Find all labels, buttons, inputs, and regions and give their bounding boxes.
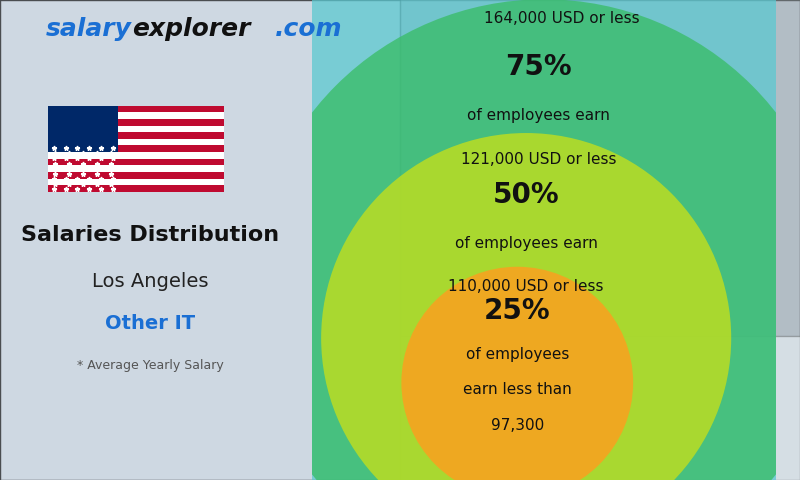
Text: Los Angeles: Los Angeles [92,272,209,291]
Text: 25%: 25% [484,297,550,325]
Bar [48,106,224,112]
Text: earn less than: earn less than [463,382,572,397]
Circle shape [321,133,731,480]
Circle shape [178,0,800,480]
Bar [48,179,224,185]
Bar [48,152,224,159]
Text: 75%: 75% [506,53,572,81]
Bar [48,132,224,139]
Bar [48,185,224,192]
Text: of employees earn: of employees earn [467,108,610,123]
Text: 50%: 50% [493,181,559,209]
Bar [48,145,224,152]
Text: 164,000 USD or less: 164,000 USD or less [484,12,640,26]
Bar [48,166,224,172]
FancyBboxPatch shape [0,0,400,480]
Bar [48,119,224,126]
Text: * Average Yearly Salary: * Average Yearly Salary [77,360,224,372]
Bar [48,126,224,132]
Bar [48,159,224,166]
FancyBboxPatch shape [400,0,800,336]
Circle shape [250,0,800,480]
Text: explorer: explorer [132,17,250,41]
Text: of employees: of employees [466,347,569,361]
Text: 97,300: 97,300 [490,418,544,433]
Bar [48,106,118,152]
Text: 121,000 USD or less: 121,000 USD or less [461,152,617,167]
Text: of employees earn: of employees earn [454,236,598,251]
Text: salary: salary [46,17,132,41]
Text: .com: .com [275,17,342,41]
Bar [48,172,224,179]
Text: Other IT: Other IT [106,314,195,333]
Bar [48,139,224,145]
Circle shape [402,267,633,480]
Text: Salaries Distribution: Salaries Distribution [22,225,279,245]
Bar [48,112,224,119]
Text: 110,000 USD or less: 110,000 USD or less [449,279,604,294]
